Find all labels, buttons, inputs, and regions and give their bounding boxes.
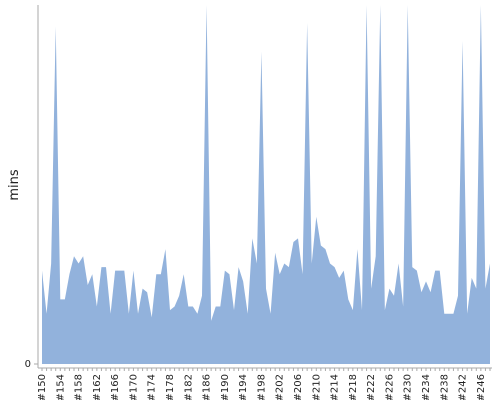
x-tick-label: #154 (55, 374, 66, 400)
x-tick-label: #170 (128, 374, 139, 400)
area (42, 5, 490, 364)
x-tick-label: #210 (311, 374, 322, 400)
x-tick-label: #150 (37, 374, 48, 400)
x-tick-label: #174 (147, 374, 158, 400)
x-tick-label: #238 (439, 374, 450, 400)
x-tick-label: #226 (384, 374, 395, 400)
x-tick-label: #162 (92, 374, 103, 400)
x-tick-label: #230 (403, 374, 414, 400)
x-tick-label: #214 (330, 374, 341, 400)
x-tick-label: #206 (293, 374, 304, 400)
x-tick-label: #182 (183, 374, 194, 400)
x-tick-label: #198 (256, 374, 267, 400)
x-tick-label: #218 (348, 374, 359, 400)
y-axis-label: mins (7, 169, 22, 201)
y-tick-label: 0 (25, 359, 31, 370)
x-tick-label: #246 (476, 374, 487, 400)
x-tick-label: #202 (275, 374, 286, 400)
x-tick-label: #242 (458, 374, 469, 400)
x-tick-label: #234 (421, 374, 432, 400)
x-tick-label: #178 (165, 374, 176, 400)
x-tick-label: #166 (110, 374, 121, 400)
x-tick-label: #222 (366, 374, 377, 400)
x-tick-label: #194 (238, 374, 249, 400)
x-tick-label: #190 (220, 374, 231, 400)
x-tick-label: #158 (74, 374, 85, 400)
x-tick-label: #186 (202, 374, 213, 400)
